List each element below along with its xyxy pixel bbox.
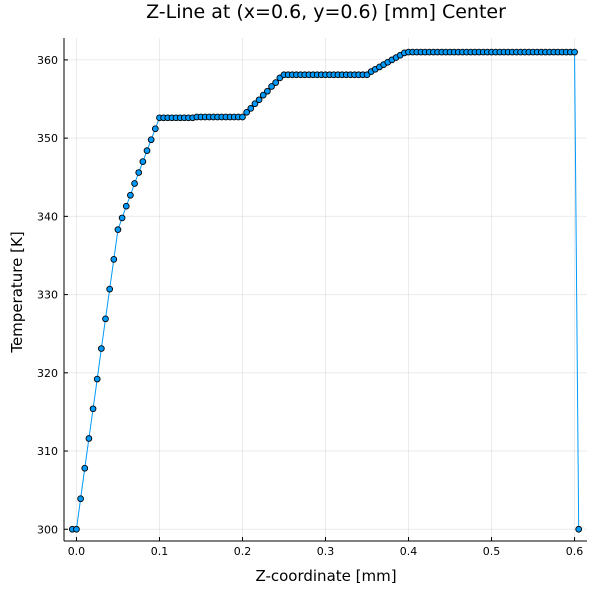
y-tick-label: 300 <box>37 523 58 536</box>
x-tick-label: 0.0 <box>68 545 86 558</box>
data-point <box>77 495 84 503</box>
x-tick-label: 0.6 <box>566 545 584 558</box>
x-tick-label: 0.3 <box>317 545 335 558</box>
y-tick-label: 320 <box>37 367 58 380</box>
data-point <box>255 96 263 104</box>
data-point <box>89 405 97 413</box>
data-point <box>143 147 151 154</box>
ticks: 0.0 0.1 0.2 0.3 0.4 0.5 0.6 300 310 320 330 340 350 3… <box>37 54 583 558</box>
data-point <box>135 169 143 176</box>
data-point <box>259 91 267 99</box>
data-point <box>139 158 147 165</box>
data-point <box>102 315 109 323</box>
x-axis-label: Z-coordinate [mm] <box>255 567 396 585</box>
x-tick-label: 0.4 <box>400 545 418 558</box>
y-tick-label: 330 <box>37 289 58 302</box>
data-point <box>85 435 93 442</box>
data-point <box>118 214 126 222</box>
x-tick-label: 0.1 <box>151 545 169 558</box>
data-point <box>81 464 89 472</box>
data-point <box>264 87 271 95</box>
chart-title: Z-Line at (x=0.6, y=0.6) [mm] Center <box>146 1 506 23</box>
y-tick-label: 350 <box>37 132 58 145</box>
data-point <box>122 202 130 210</box>
data-point <box>575 525 583 533</box>
data-point <box>571 48 578 56</box>
y-tick-label: 310 <box>37 445 58 458</box>
data-point <box>98 345 105 352</box>
data-point <box>93 375 101 383</box>
data-point <box>272 79 280 86</box>
y-tick-label: 340 <box>37 210 58 223</box>
data-point <box>106 285 114 293</box>
data-point <box>151 125 159 133</box>
y-tick-label: 360 <box>37 54 58 67</box>
data-point <box>73 525 80 533</box>
grid <box>64 38 587 541</box>
data-point <box>114 226 122 234</box>
data-point <box>131 180 138 187</box>
x-tick-label: 0.5 <box>483 545 501 558</box>
y-axis-label: Temperature [K] <box>8 231 26 353</box>
data-point <box>147 136 155 144</box>
data-point <box>127 191 134 199</box>
data-point <box>243 108 250 116</box>
data-point <box>247 105 255 112</box>
data-point <box>239 113 246 121</box>
data-point <box>110 256 118 263</box>
data-point <box>268 83 275 90</box>
x-tick-label: 0.2 <box>234 545 252 558</box>
series <box>68 48 583 533</box>
data-point <box>251 100 259 108</box>
